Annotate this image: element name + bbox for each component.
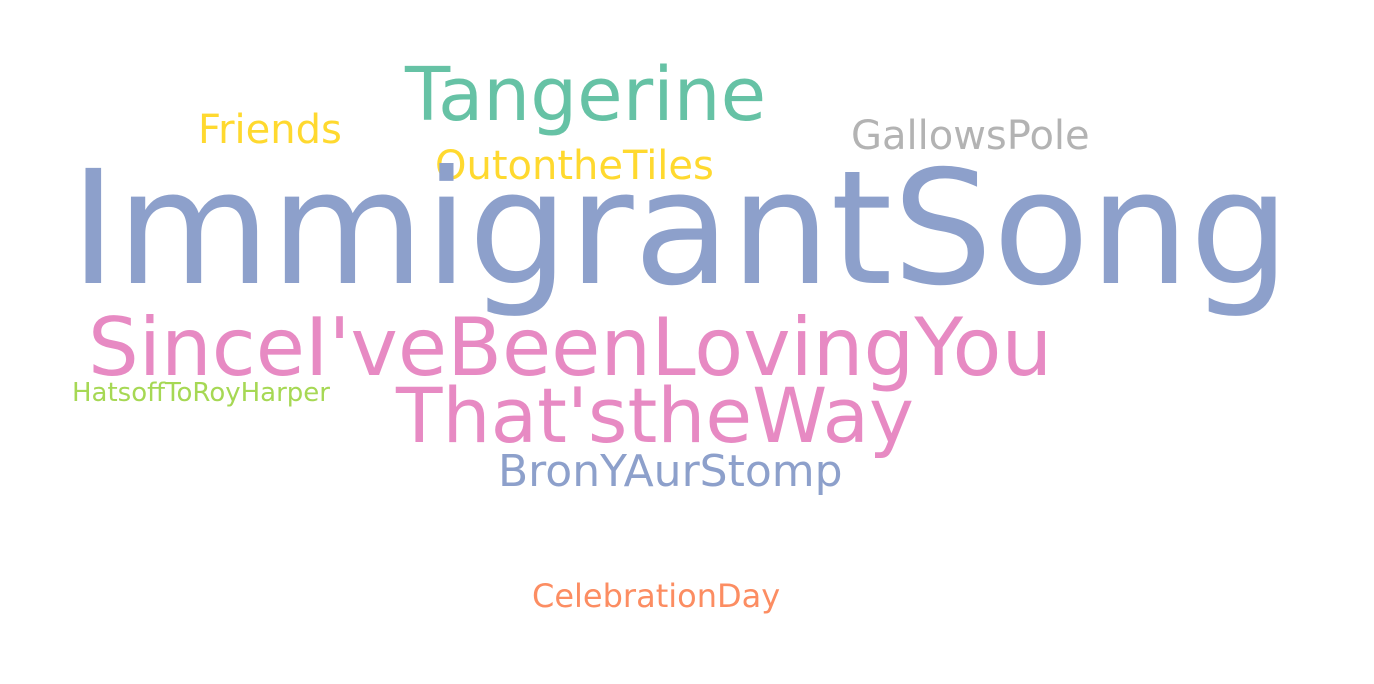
word-friends: Friends [198,107,342,153]
word-sinceivebeenlovingyou: SinceI'veBeenLovingYou [88,301,1053,394]
word-gallowspole: GallowsPole [851,113,1090,159]
word-thatstheway: That'stheWay [396,371,915,460]
word-celebrationday: CelebrationDay [532,577,781,615]
word-bronyaurstomp: BronYAurStomp [498,446,843,497]
word-tangerine: Tangerine [405,52,767,138]
word-hatsofftoroyharper: HatsoffToRoyHarper [72,378,330,408]
word-immigrantsong: ImmigrantSong [70,137,1290,321]
word-outonthetiles: OutontheTiles [435,143,714,189]
